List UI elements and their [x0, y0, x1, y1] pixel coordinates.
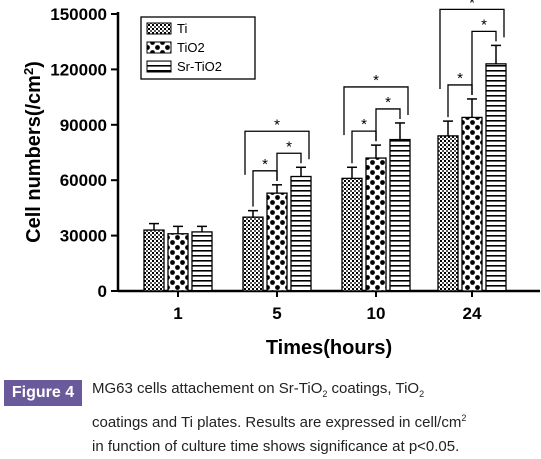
y-axis-label: Cell numbers(/cm2) — [21, 61, 46, 243]
bar — [167, 233, 189, 292]
significance-star: * — [361, 116, 367, 133]
bar — [266, 192, 288, 292]
significance-star: * — [262, 156, 268, 173]
y-tick-label: 30000 — [60, 227, 107, 246]
bar — [191, 231, 213, 292]
significance-star: * — [385, 94, 391, 111]
significance-star: * — [481, 16, 487, 33]
y-tick-label: 0 — [98, 282, 107, 301]
significance-star: * — [373, 72, 379, 89]
pair-bracket — [375, 108, 401, 142]
significance-brackets: * * * * * * * * * — [244, 0, 505, 207]
legend: Ti TiO2 Sr-TiO2 — [140, 16, 256, 80]
significance-star: * — [469, 0, 475, 11]
x-tick-label: 1 — [173, 304, 182, 323]
bar — [242, 216, 264, 292]
significance-star: * — [274, 116, 280, 133]
x-tick-label: 24 — [463, 304, 482, 323]
x-axis-label: Times(hours) — [266, 337, 392, 359]
pair-bracket — [276, 152, 302, 181]
legend-swatch — [146, 41, 172, 54]
legend-swatch — [146, 22, 172, 35]
y-tick-label: 90000 — [60, 116, 107, 135]
significance-star: * — [457, 70, 463, 87]
bars — [143, 44, 507, 292]
bar — [143, 229, 165, 292]
x-tick-label: 5 — [272, 304, 281, 323]
bar — [461, 116, 483, 292]
bar — [341, 177, 363, 292]
legend-label: TiO2 — [177, 40, 205, 55]
y-axis-label-sup: 2 — [21, 68, 36, 75]
pair-bracket — [447, 84, 473, 118]
pair-bracket — [471, 30, 497, 95]
significance-star: * — [286, 138, 292, 155]
group-bracket — [439, 8, 505, 89]
bar — [437, 135, 459, 292]
legend-label: Ti — [177, 21, 187, 36]
group-bracket — [244, 130, 310, 175]
group-bracket — [343, 86, 409, 136]
caption-text: MG63 cells attachement on Sr-TiO2 coatin… — [92, 380, 467, 455]
y-tick-label: 60000 — [60, 171, 107, 190]
bar — [389, 138, 411, 292]
legend-swatch — [146, 60, 172, 73]
legend-label: Sr-TiO2 — [177, 59, 222, 74]
x-tick-label: 10 — [367, 304, 386, 323]
bar — [485, 63, 507, 292]
figure-label: Figure 4 — [4, 380, 82, 406]
bar — [365, 157, 387, 292]
figure-caption: Figure 4 MG63 cells attachement on Sr-Ti… — [0, 377, 541, 455]
y-tick-label: 150000 — [50, 5, 107, 24]
y-tick-label: 120000 — [50, 60, 107, 79]
axes: 0 30000 60000 90000 120000 150000 1 5 10 24 — [50, 5, 540, 323]
bar — [290, 175, 312, 292]
